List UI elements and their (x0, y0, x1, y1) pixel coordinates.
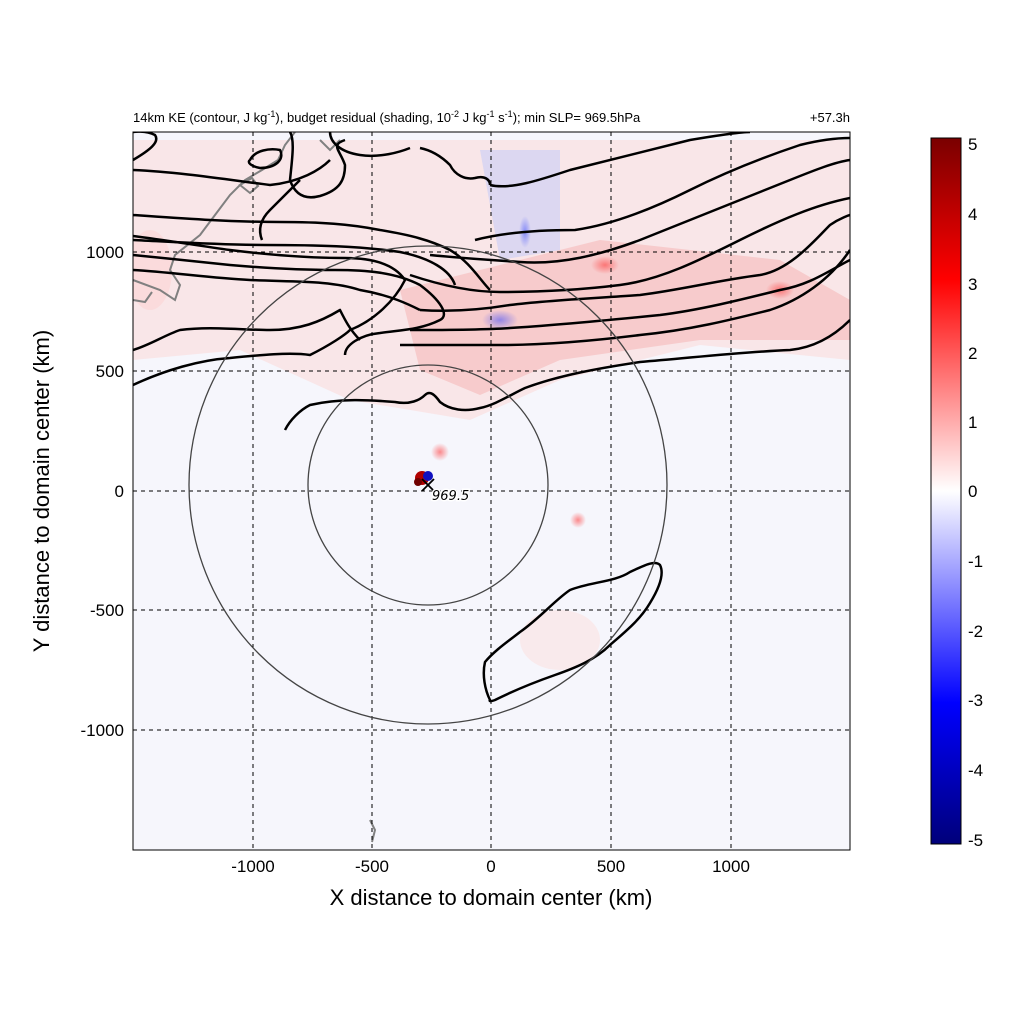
colorbar-tick-label: -3 (968, 691, 983, 710)
plot-area: 969.5 (133, 132, 850, 850)
colorbar-tick-label: -5 (968, 831, 983, 850)
colorbar-tick-label: 0 (968, 482, 977, 501)
colorbar-tick-labels: 5 4 3 2 1 0 -1 -2 -3 -4 -5 (968, 135, 983, 850)
x-tick-label: 0 (486, 857, 495, 876)
ke-contours (133, 132, 850, 703)
colorbar-tick-label: 5 (968, 135, 977, 154)
y-tick-label: 500 (96, 362, 124, 381)
colorbar-tick-label: -2 (968, 622, 983, 641)
colorbar-tick-label: -4 (968, 761, 983, 780)
y-tick-labels: 1000 500 0 -500 -1000 (81, 243, 124, 740)
radius-circle-500km (307, 364, 549, 606)
y-tick-label: 0 (115, 482, 124, 501)
colorbar-tick-label: 4 (968, 205, 977, 224)
radius-circle-1000km (188, 245, 668, 725)
colorbar-tick-label: 1 (968, 413, 977, 432)
chart-title: 14km KE (contour, J kg-1), budget residu… (133, 109, 641, 125)
storm-center-marker: 969.5 (421, 478, 471, 506)
colorbar-tick-label: 2 (968, 344, 977, 363)
time-label: +57.3h (810, 110, 850, 125)
colorbar-tick-label: 3 (968, 275, 977, 294)
x-tick-label: 500 (597, 857, 625, 876)
x-tick-label: -500 (355, 857, 389, 876)
y-tick-label: -1000 (81, 721, 124, 740)
colorbar (930, 137, 962, 845)
x-axis-label: X distance to domain center (km) (330, 885, 653, 910)
min-slp-label: 969.5 (432, 489, 469, 504)
colorbar-tick-label: -1 (968, 552, 983, 571)
x-tick-label: -1000 (231, 857, 274, 876)
storm-core (414, 471, 433, 486)
y-tick-label: 1000 (86, 243, 124, 262)
y-axis-label: Y distance to domain center (km) (29, 330, 54, 652)
plot-frame (132, 131, 851, 851)
x-tick-labels: -1000 -500 0 500 1000 (231, 857, 750, 876)
x-tick-label: 1000 (712, 857, 750, 876)
y-tick-label: -500 (90, 601, 124, 620)
